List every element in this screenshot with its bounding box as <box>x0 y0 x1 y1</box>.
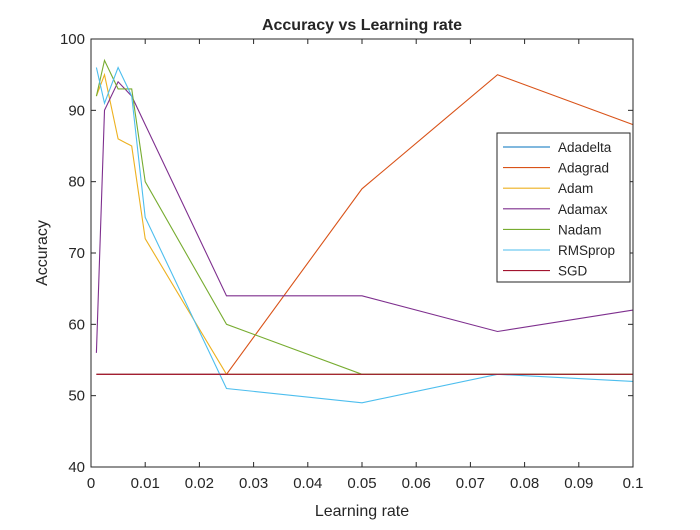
x-tick-label: 0.05 <box>347 475 376 492</box>
legend-label-adadelta: Adadelta <box>558 140 612 155</box>
legend-label-nadam: Nadam <box>558 222 602 237</box>
y-tick-label: 100 <box>60 31 85 48</box>
x-tick-label: 0.03 <box>239 475 268 492</box>
y-tick-label: 70 <box>68 245 85 262</box>
y-tick-label: 90 <box>68 102 85 119</box>
y-tick-label: 50 <box>68 388 85 405</box>
x-axis-label: Learning rate <box>315 503 409 520</box>
legend: Adadelta Adagrad Adam Adamax Nadam RMSprop SGD <box>496 132 631 283</box>
series-line-rmsprop <box>95 66 634 404</box>
x-tick-label: 0.02 <box>185 475 214 492</box>
x-tick-label: 0.06 <box>402 475 431 492</box>
y-axis-label: Accuracy <box>34 220 51 286</box>
legend-label-adamax: Adamax <box>558 202 608 217</box>
x-tick-label: 0.1 <box>623 475 644 492</box>
legend-box <box>496 132 631 283</box>
x-tick-label: 0.08 <box>510 475 539 492</box>
chart-title: Accuracy vs Learning rate <box>262 17 462 34</box>
series-line-adamax <box>95 80 634 353</box>
legend-label-adam: Adam <box>558 181 593 196</box>
x-tick-label: 0.07 <box>456 475 485 492</box>
x-tick-label: 0.01 <box>131 475 160 492</box>
legend-label-sgd: SGD <box>558 264 588 279</box>
tick-layer: 0 0.01 0.02 0.03 0.04 0.05 0.06 0.07 0.08 0.09 0.1… <box>60 31 643 492</box>
legend-label-rmsprop: RMSprop <box>558 243 615 258</box>
x-tick-label: 0.04 <box>293 475 322 492</box>
y-tick-label: 60 <box>68 316 85 333</box>
y-tick-label: 40 <box>68 459 85 476</box>
x-tick-label: 0.09 <box>564 475 593 492</box>
x-tick-label: 0 <box>87 475 95 492</box>
legend-label-adagrad: Adagrad <box>558 161 609 176</box>
y-tick-label: 80 <box>68 174 85 191</box>
series-layer <box>95 58 634 404</box>
